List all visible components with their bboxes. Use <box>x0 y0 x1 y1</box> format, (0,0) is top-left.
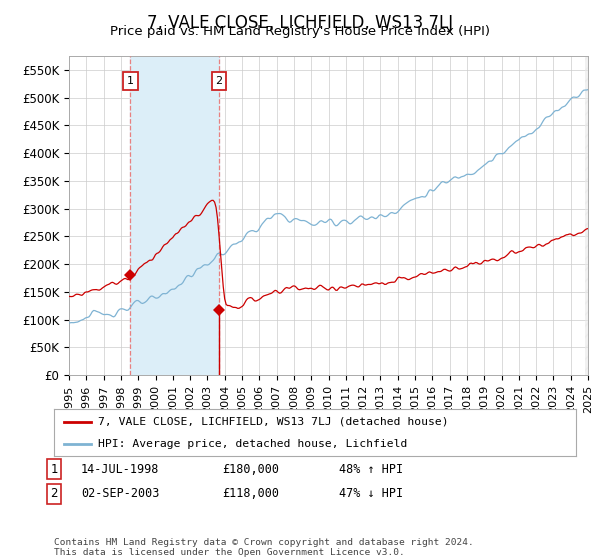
Text: 14-JUL-1998: 14-JUL-1998 <box>81 463 160 476</box>
Text: £118,000: £118,000 <box>222 487 279 501</box>
Text: 47% ↓ HPI: 47% ↓ HPI <box>339 487 403 501</box>
Text: 02-SEP-2003: 02-SEP-2003 <box>81 487 160 501</box>
Text: £180,000: £180,000 <box>222 463 279 476</box>
Text: 1: 1 <box>50 463 58 476</box>
Text: 48% ↑ HPI: 48% ↑ HPI <box>339 463 403 476</box>
Text: 1: 1 <box>127 76 134 86</box>
Text: 2: 2 <box>50 487 58 501</box>
Text: Price paid vs. HM Land Registry's House Price Index (HPI): Price paid vs. HM Land Registry's House … <box>110 25 490 38</box>
Bar <box>586 56 588 375</box>
Bar <box>130 56 219 375</box>
Text: 2: 2 <box>215 76 223 86</box>
Text: Contains HM Land Registry data © Crown copyright and database right 2024.
This d: Contains HM Land Registry data © Crown c… <box>54 538 474 557</box>
Text: 7, VALE CLOSE, LICHFIELD, WS13 7LJ: 7, VALE CLOSE, LICHFIELD, WS13 7LJ <box>147 14 453 32</box>
Text: HPI: Average price, detached house, Lichfield: HPI: Average price, detached house, Lich… <box>98 438 408 449</box>
Text: 7, VALE CLOSE, LICHFIELD, WS13 7LJ (detached house): 7, VALE CLOSE, LICHFIELD, WS13 7LJ (deta… <box>98 417 449 427</box>
